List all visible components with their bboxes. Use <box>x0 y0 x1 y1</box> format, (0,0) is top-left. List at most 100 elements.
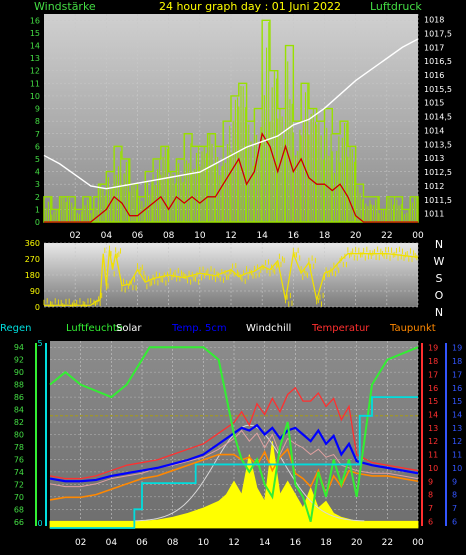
direction-y-tick-label: 180 <box>25 271 40 280</box>
bottom-y-right-blue-tick-label: 7 <box>452 504 457 513</box>
bottom-y-right-red-tick-label: 11 <box>428 451 438 460</box>
bottom-y-right-red-tick-label: 17 <box>428 370 438 379</box>
bottom-y-right-blue-tick-label: 17 <box>452 370 462 379</box>
top-y-left-tick-label: 15 <box>30 29 40 38</box>
wind-speed-series <box>43 19 419 223</box>
bottom-y-left-tick-label: 76 <box>14 455 24 464</box>
bottom-y-left-tick-label: 74 <box>14 468 24 477</box>
wind-gust-line <box>44 132 418 223</box>
top-y-right-tick-label: 1014,5 <box>424 113 452 122</box>
compass-label: O <box>435 289 444 302</box>
bottom-x-ticks: 02 04 06 08 10 12 14 16 18 20 22 00 <box>75 538 424 548</box>
pressure-series <box>43 38 419 190</box>
bottom-y-right-red-tick-label: 8 <box>428 491 433 500</box>
top-x-tick-label: 02 <box>69 231 80 241</box>
top-x-tick-label: 00 <box>412 231 424 241</box>
top-y-right-tick-label: 1011 <box>424 210 444 219</box>
top-y-left-tick-label: 14 <box>30 42 40 51</box>
top-y-left-tick-label: 13 <box>30 54 40 63</box>
bottom-y-left-tick-label: 80 <box>14 431 24 440</box>
top-y-right-tick-label: 1018 <box>424 16 444 25</box>
bottom-y-left-ticks: 66 68 70 72 74 76 78 80 82 84 86 88 90 92 94 5 0 <box>14 339 47 528</box>
top-x-tick-label: 06 <box>132 231 144 241</box>
bottom-x-tick-label: 14 <box>259 538 271 548</box>
bottom-x-tick-label: 08 <box>167 538 179 548</box>
bottom-y-right-blue-tick-label: 8 <box>452 491 457 500</box>
temperature-line <box>49 386 419 480</box>
bottom-y-right-red-tick-label: 13 <box>428 424 438 433</box>
top-y-left-tick-label: 10 <box>30 92 40 101</box>
top-x-tick-label: 04 <box>101 231 113 241</box>
top-y-left-tick-label: 1 <box>35 205 40 214</box>
bottom-y-left-tick-label: 92 <box>14 356 24 365</box>
bottom-y-left-tick-label: 90 <box>14 368 24 377</box>
bottom-y-right-blue-tick-label: 6 <box>452 517 457 526</box>
temp5cm-line <box>49 423 419 483</box>
bottom-y-right-red-tick-label: 18 <box>428 357 438 366</box>
windchill-line <box>49 429 419 488</box>
bottom-y-left-tick-label: 66 <box>14 518 24 527</box>
compass-label: N <box>435 306 443 319</box>
bottom-x-tick-label: 12 <box>228 538 239 548</box>
top-x-tick-label: 08 <box>163 231 175 241</box>
wind-axis-label: Windstärke <box>34 0 96 13</box>
top-y-right-ticks: 1011 1011,5 1012 1012,5 1013 1013,5 1014 1014,5… <box>424 16 452 219</box>
bottom-y-right-blue-tick-label: 15 <box>452 397 462 406</box>
rain-axis-top-label: 5 <box>37 339 42 348</box>
bottom-y-left-tick-label: 70 <box>14 493 24 502</box>
top-x-tick-label: 22 <box>381 231 392 241</box>
bottom-x-tick-label: 04 <box>106 538 118 548</box>
bottom-y-right-red-tick-label: 7 <box>428 504 433 513</box>
top-x-tick-label: 12 <box>225 231 236 241</box>
bottom-x-tick-label: 02 <box>75 538 86 548</box>
bottom-y-left-tick-label: 72 <box>14 480 24 489</box>
top-y-left-tick-label: 16 <box>30 16 40 25</box>
compass-label: S <box>436 272 443 285</box>
top-y-right-tick-label: 1016,5 <box>424 57 452 66</box>
direction-y-tick-label: 360 <box>25 239 40 248</box>
bottom-y-left-tick-label: 88 <box>14 381 24 390</box>
pressure-line <box>43 38 419 190</box>
bottom-y-left-tick-label: 78 <box>14 443 24 452</box>
top-y-left-tick-label: 2 <box>35 193 40 202</box>
bottom-y-right-red-tick-label: 10 <box>428 464 438 473</box>
top-y-left-tick-label: 12 <box>30 67 40 76</box>
bottom-y-left-tick-label: 94 <box>14 343 24 352</box>
bottom-x-tick-label: 18 <box>320 538 332 548</box>
bottom-y-right-blue-tick-label: 18 <box>452 357 462 366</box>
legend-item: Solar <box>116 323 142 334</box>
direction-y-tick-label: 270 <box>25 255 40 264</box>
top-y-left-tick-label: 5 <box>35 155 40 164</box>
bottom-y-right-blue-tick-label: 19 <box>452 344 462 353</box>
top-x-ticks: 02 04 06 08 10 12 14 16 18 20 22 00 <box>69 231 424 241</box>
bottom-y-right-blue-tick-label: 12 <box>452 437 462 446</box>
top-y-right-tick-label: 1011,5 <box>424 196 452 205</box>
legend-item: Regen <box>0 323 32 334</box>
bottom-x-tick-label: 22 <box>382 538 393 548</box>
direction-series <box>43 245 419 307</box>
top-y-right-tick-label: 1016 <box>424 71 444 80</box>
humidity-line <box>49 346 419 523</box>
top-y-right-tick-label: 1015 <box>424 99 444 108</box>
bottom-y-right-blue-tick-label: 10 <box>452 464 462 473</box>
top-y-left-tick-label: 0 <box>35 218 40 227</box>
wind-gust-series <box>44 132 418 223</box>
dewpoint-line <box>49 447 419 501</box>
legend-item: Windchill <box>246 323 291 334</box>
top-y-left-tick-label: 11 <box>30 79 40 88</box>
chart-title: 24 hour graph day : 01 Juni 2022 <box>159 0 341 13</box>
compass-label: N <box>435 238 443 251</box>
top-x-tick-label: 10 <box>194 231 206 241</box>
top-y-left-tick-label: 9 <box>35 105 40 114</box>
top-y-right-tick-label: 1017,5 <box>424 29 452 38</box>
top-y-left-tick-label: 3 <box>35 180 40 189</box>
bottom-line-series <box>49 346 419 529</box>
bottom-y-right-blue-tick-label: 16 <box>452 384 462 393</box>
top-x-tick-label: 16 <box>288 231 300 241</box>
compass-label: W <box>434 255 445 268</box>
direction-y-tick-label: 90 <box>30 287 40 296</box>
wind-speed-line <box>43 19 419 223</box>
top-y-right-tick-label: 1017 <box>424 43 444 52</box>
